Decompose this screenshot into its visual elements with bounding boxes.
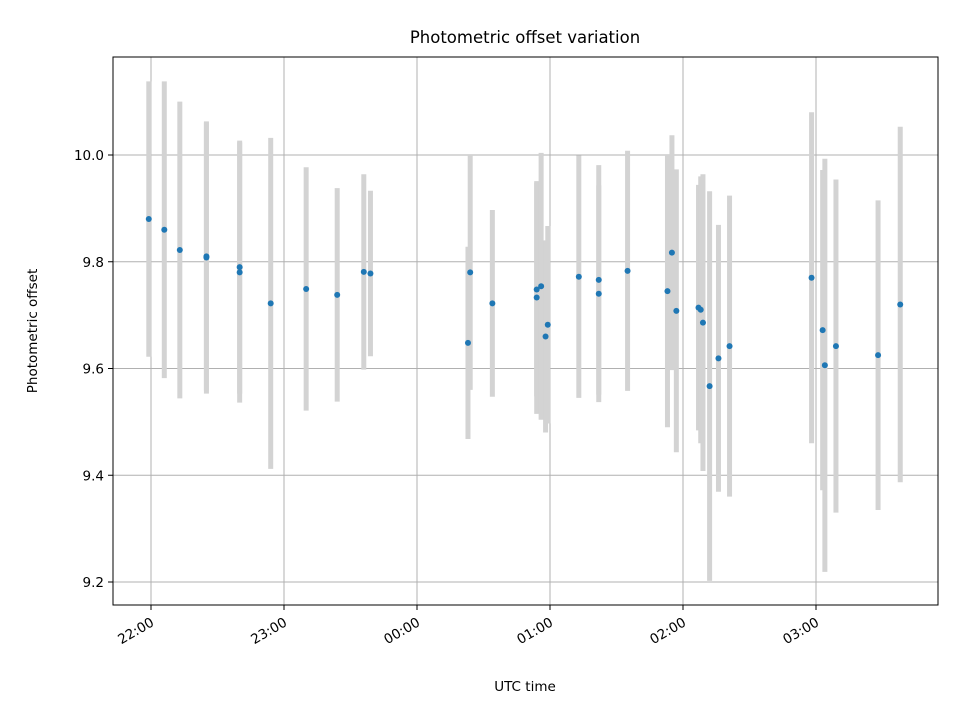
data-point: [668, 249, 675, 256]
data-point: [544, 321, 551, 328]
data-point: [467, 269, 474, 276]
data-point: [236, 269, 243, 276]
data-point: [203, 253, 210, 260]
y-axis-ticks: 9.2 9.4 9.6 9.8 10.0: [74, 148, 113, 591]
data-point: [699, 319, 706, 326]
plot-frame: [112, 56, 939, 606]
data-point: [533, 286, 540, 293]
data-point: [819, 327, 826, 334]
y-tick-label: 9.6: [83, 362, 104, 378]
y-axis-label: Photometric offset: [25, 269, 41, 393]
data-point: [897, 301, 904, 308]
data-point: [161, 226, 168, 233]
data-point: [303, 285, 310, 292]
data-point: [267, 300, 274, 307]
y-tick-label: 9.2: [83, 575, 104, 591]
data-points: [145, 216, 904, 390]
data-point: [236, 264, 243, 271]
data-point: [575, 273, 582, 280]
y-tick-label: 10.0: [74, 148, 104, 164]
data-point: [367, 270, 374, 277]
data-point: [664, 288, 671, 295]
data-point: [875, 352, 882, 359]
data-point: [542, 333, 549, 340]
data-point: [726, 343, 733, 350]
data-point: [145, 216, 152, 223]
gridlines: [113, 57, 938, 605]
data-point: [715, 355, 722, 362]
data-point: [533, 294, 540, 301]
data-point: [821, 362, 828, 369]
data-point: [808, 274, 815, 281]
data-point: [334, 291, 341, 298]
data-point: [697, 306, 704, 313]
data-point: [360, 268, 367, 275]
data-point: [176, 247, 183, 254]
data-point: [538, 283, 545, 290]
data-point: [464, 339, 471, 346]
data-point: [624, 267, 631, 274]
chart-title: Photometric offset variation: [410, 28, 640, 47]
data-point: [595, 276, 602, 283]
data-point: [706, 383, 713, 390]
data-point: [595, 290, 602, 297]
data-point: [832, 343, 839, 350]
y-tick-label: 9.4: [83, 468, 104, 484]
y-tick-label: 9.8: [83, 255, 104, 271]
data-point: [489, 300, 496, 307]
x-axis-label: UTC time: [494, 679, 556, 695]
data-point: [673, 307, 680, 314]
